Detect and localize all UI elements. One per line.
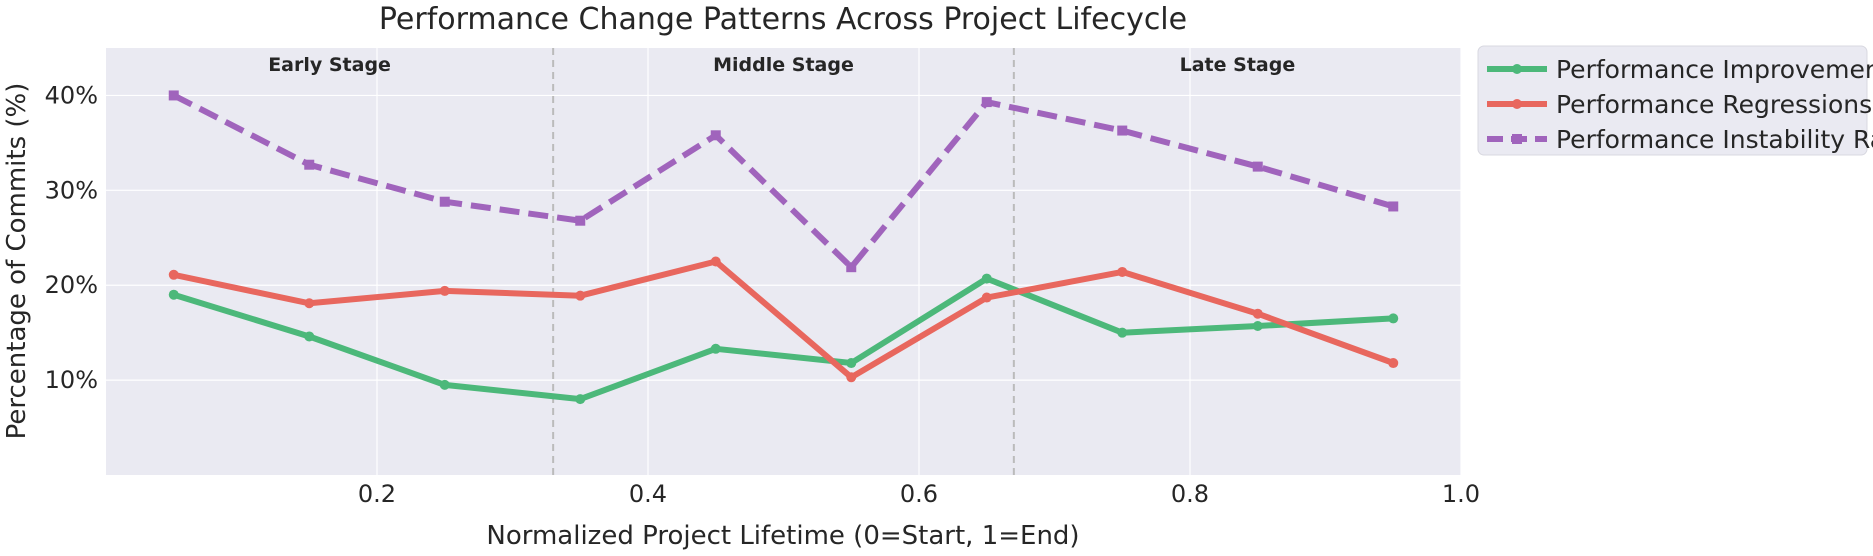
y-tick-label: 10% [45,366,98,394]
chart-title: Performance Change Patterns Across Proje… [379,2,1187,37]
legend-label: Performance Regressions [1556,90,1872,119]
data-point-circle [1388,358,1399,369]
x-axis-label: Normalized Project Lifetime (0=Start, 1=… [486,521,1079,551]
legend: Performance Improvements Performance Regr… [1477,45,1873,156]
y-tick-label: 40% [45,81,98,109]
stage-label: Late Stage [1180,54,1296,76]
series-line-3 [172,92,1395,271]
data-point-square [710,130,721,141]
data-point-circle [168,289,179,300]
x-tick-label: 0.6 [900,480,938,508]
data-point-circle [168,269,179,280]
stage-label: Middle Stage [713,54,854,76]
data-point-square [846,262,857,273]
data-point-circle [1252,308,1263,319]
data-point-circle [710,256,721,267]
plot-area [106,48,1461,475]
y-axis-ticks: 10% 20% 30% 40% [45,81,98,394]
series-line-2 [173,258,1395,381]
y-tick-label: 30% [45,176,98,204]
stage-labels: Early Stage Middle Stage Late Stage [268,54,1295,76]
legend-label: Performance Instability Rate [1556,125,1873,154]
series-lines [168,90,1399,405]
data-point-circle [846,358,857,369]
data-point-circle [1117,266,1128,277]
data-point-circle [981,292,992,303]
legend-marker [1512,134,1522,144]
stage-label: Early Stage [268,54,391,76]
data-point-circle [575,290,586,301]
x-tick-label: 0.4 [629,480,667,508]
legend-box [1477,45,1868,156]
data-point-circle [1388,313,1399,324]
data-point-square [981,97,992,108]
data-point-circle [1117,327,1128,338]
data-point-circle [439,379,450,390]
y-axis-label: Percentage of Commits (%) [2,83,32,440]
x-axis-ticks: 0.2 0.4 0.6 0.8 1.0 [358,480,1480,508]
data-point-circle [710,343,721,354]
data-point-circle [304,298,315,309]
x-tick-label: 0.8 [1171,480,1209,508]
series-line-1 [172,275,1394,403]
y-tick-label: 20% [45,271,98,299]
data-point-circle [304,331,315,342]
x-tick-label: 1.0 [1442,480,1480,508]
legend-marker [1512,64,1522,74]
data-point-square [1252,161,1263,172]
data-point-square [1117,125,1128,136]
data-point-circle [439,285,450,296]
data-point-square [304,159,315,170]
legend-marker [1512,99,1522,109]
data-point-square [439,196,450,207]
data-point-square [575,215,586,226]
data-point-square [168,90,179,101]
data-point-circle [1252,321,1263,332]
x-tick-label: 0.2 [358,480,396,508]
legend-label: Performance Improvements [1556,55,1873,84]
data-point-square [1388,201,1399,212]
data-point-circle [846,372,857,383]
gridlines [106,48,1462,475]
data-point-circle [981,273,992,284]
data-point-circle [575,394,586,405]
